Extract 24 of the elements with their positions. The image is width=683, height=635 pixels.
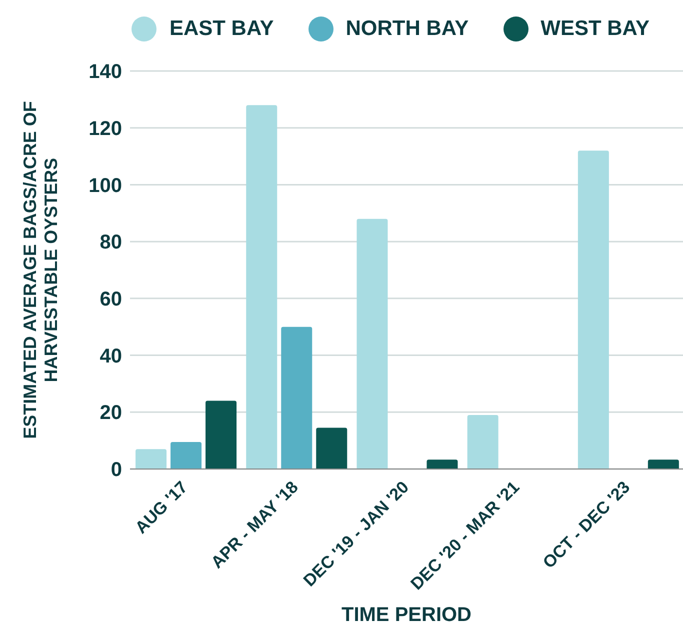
bar (246, 105, 278, 469)
y-tick-label: 100 (88, 174, 122, 197)
bar (281, 326, 312, 469)
y-tick-label: 120 (88, 118, 122, 140)
bar (136, 449, 167, 469)
bar (170, 442, 202, 469)
y-tick-label: 60 (100, 288, 122, 311)
x-axis-title: TIME PERIOD (341, 604, 472, 626)
legend-label: WEST BAY (540, 17, 650, 41)
y-tick-label: 0 (110, 459, 122, 482)
y-axis-title: ESTIMATED AVERAGE BAGS/ACRE OF HARVESTABLE OYSTERS (20, 101, 61, 439)
y-tick-label: 40 (100, 345, 122, 368)
bar (206, 400, 237, 469)
legend-label: EAST BAY (169, 17, 274, 41)
bar (426, 460, 458, 469)
y-tick-label: 80 (100, 232, 122, 254)
bar (316, 428, 348, 469)
bar (648, 460, 679, 469)
bar (356, 218, 388, 469)
bar (578, 150, 609, 469)
y-tick-label: 140 (88, 61, 122, 84)
bar (467, 414, 498, 469)
legend-label: NORTH BAY (346, 17, 469, 41)
y-tick-label: 20 (100, 402, 122, 424)
